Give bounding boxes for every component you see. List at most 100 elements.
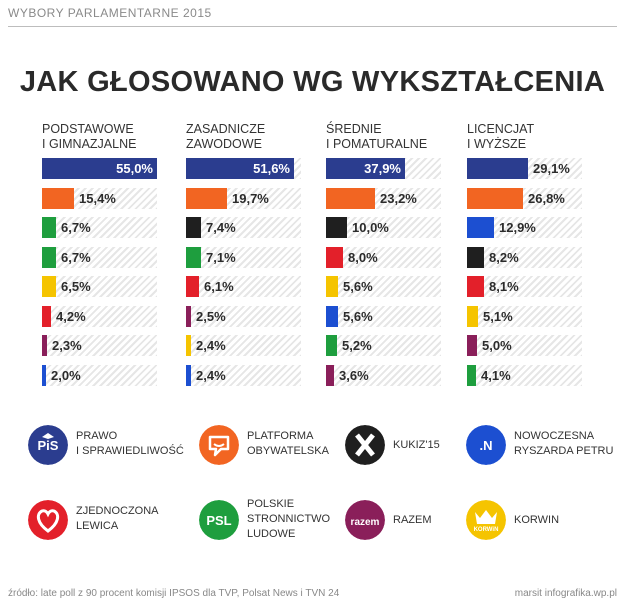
- kukiz-logo-icon: [345, 425, 385, 465]
- bar-row: 5,2%: [326, 335, 441, 356]
- po-logo-icon: [199, 425, 239, 465]
- bar-row: 51,6%: [186, 158, 301, 179]
- psl-logo-icon: PSL: [199, 500, 239, 540]
- header-divider: [8, 26, 617, 27]
- data-label: 6,1%: [204, 279, 234, 294]
- data-label: 5,1%: [483, 308, 513, 324]
- group-label-line: ŚREDNIE: [326, 122, 382, 136]
- legend-label-line: RAZEM: [393, 514, 432, 526]
- bar-track: [42, 217, 157, 238]
- group-label: ŚREDNIE I POMATURALNE: [326, 122, 441, 152]
- bar-track: [467, 246, 582, 268]
- legend-label-line: RYSZARDA PETRU: [514, 445, 614, 457]
- pis-logo-icon: PiS: [28, 425, 68, 465]
- legend-label: POLSKIE STRONNICTWO LUDOWE: [247, 497, 330, 542]
- group-label: LICENCJAT I WYŻSZE: [467, 122, 582, 152]
- data-label: 26,8%: [528, 190, 565, 206]
- bar-row: 7,4%: [186, 217, 301, 238]
- bar: [186, 276, 199, 297]
- bar-track: [467, 305, 582, 327]
- data-label: 10,0%: [352, 220, 389, 235]
- data-label: 15,4%: [79, 190, 116, 206]
- group-label-line: I POMATURALNE: [326, 137, 428, 151]
- bar-row: 19,7%: [186, 187, 301, 209]
- bar-row: 5,1%: [467, 305, 582, 327]
- bar-row: 2,3%: [42, 335, 157, 356]
- data-label: 29,1%: [533, 161, 570, 176]
- korwin-logo-icon: KORWiN: [466, 500, 506, 540]
- bar: [467, 364, 476, 386]
- bar: [326, 364, 334, 386]
- bar-track: [42, 364, 157, 386]
- bar-track: [42, 335, 157, 356]
- chart-group-2: ZASADNICZE ZAWODOWE 51,6% 19,7% 7,4% 7,1% 6,1%…: [186, 122, 301, 386]
- data-label: 19,7%: [232, 190, 269, 206]
- legend-label-line: KORWiN: [514, 514, 560, 526]
- data-label: 37,9%: [364, 161, 401, 176]
- bar: [186, 246, 201, 268]
- data-label: 2,5%: [196, 308, 226, 324]
- razem-logo-icon: razem: [345, 500, 385, 540]
- bar-row: 2,0%: [42, 364, 157, 386]
- bar-row: 2,4%: [186, 335, 301, 356]
- data-label: 55,0%: [116, 161, 153, 176]
- bar: [186, 364, 191, 386]
- bar: [42, 305, 51, 327]
- legend-label-line: LEWICA: [76, 520, 119, 532]
- data-label: 12,9%: [499, 220, 536, 235]
- data-label: 6,7%: [61, 220, 91, 235]
- legend-label-line: POLSKIE: [247, 498, 295, 510]
- bar: [42, 217, 56, 238]
- data-label: 3,6%: [339, 367, 369, 383]
- bar-track: [467, 217, 582, 238]
- legend-label: PLATFORMA OBYWATELSKA: [247, 429, 329, 459]
- bar: [42, 246, 56, 268]
- data-label: 4,2%: [56, 308, 86, 324]
- bar-row: 8,1%: [467, 276, 582, 297]
- bar-row: 55,0%: [42, 158, 157, 179]
- bar-track: [467, 335, 582, 356]
- bar: [326, 187, 375, 209]
- chart-group-4: LICENCJAT I WYŻSZE 29,1% 26,8% 12,9% 8,2% 8,1%…: [467, 122, 582, 386]
- bar-track: [42, 246, 157, 268]
- bar: [467, 246, 484, 268]
- bar: [467, 158, 528, 179]
- bar-row: 26,8%: [467, 187, 582, 209]
- bar-row: 4,2%: [42, 305, 157, 327]
- data-label: 2,3%: [52, 338, 82, 353]
- bar-row: 2,5%: [186, 305, 301, 327]
- chart-group-3: ŚREDNIE I POMATURALNE 37,9% 23,2% 10,0% 8,0% 5…: [326, 122, 441, 386]
- logo-text: PSL: [206, 513, 231, 528]
- bar-row: 23,2%: [326, 187, 441, 209]
- bar-row: 8,0%: [326, 246, 441, 268]
- logo-text: .N: [480, 438, 493, 453]
- bar-row: 6,1%: [186, 276, 301, 297]
- bar: [326, 305, 338, 327]
- bar-track: [326, 305, 441, 327]
- group-label: PODSTAWOWE I GIMNAZJALNE: [42, 122, 157, 152]
- group-label-line: ZASADNICZE: [186, 122, 266, 136]
- bar-row: 5,6%: [326, 305, 441, 327]
- data-label: 5,6%: [343, 308, 373, 324]
- legend-label: KUKIZ'15: [393, 438, 440, 453]
- logo-text: KORWiN: [474, 527, 499, 533]
- data-label: 51,6%: [253, 161, 290, 176]
- bar: [326, 276, 338, 297]
- legend-label-line: OBYWATELSKA: [247, 445, 329, 457]
- data-label: 2,0%: [51, 367, 81, 383]
- bar: [42, 364, 46, 386]
- data-label: 8,2%: [489, 249, 519, 265]
- bar: [326, 158, 405, 179]
- bar-row: 5,6%: [326, 276, 441, 297]
- bar-row: 4,1%: [467, 364, 582, 386]
- legend-label-line: NOWOCZESNA: [514, 430, 595, 442]
- legend-label: KORWiN: [514, 513, 559, 528]
- bar: [42, 187, 74, 209]
- bar-row: 12,9%: [467, 217, 582, 238]
- bar-row: 3,6%: [326, 364, 441, 386]
- bar-row: 6,5%: [42, 276, 157, 297]
- chart-title: JAK GŁOSOWANO WG WYKSZTAŁCENIA: [19, 66, 606, 98]
- bar: [186, 305, 191, 327]
- data-label: 8,0%: [348, 249, 378, 265]
- data-label: 5,6%: [343, 279, 373, 294]
